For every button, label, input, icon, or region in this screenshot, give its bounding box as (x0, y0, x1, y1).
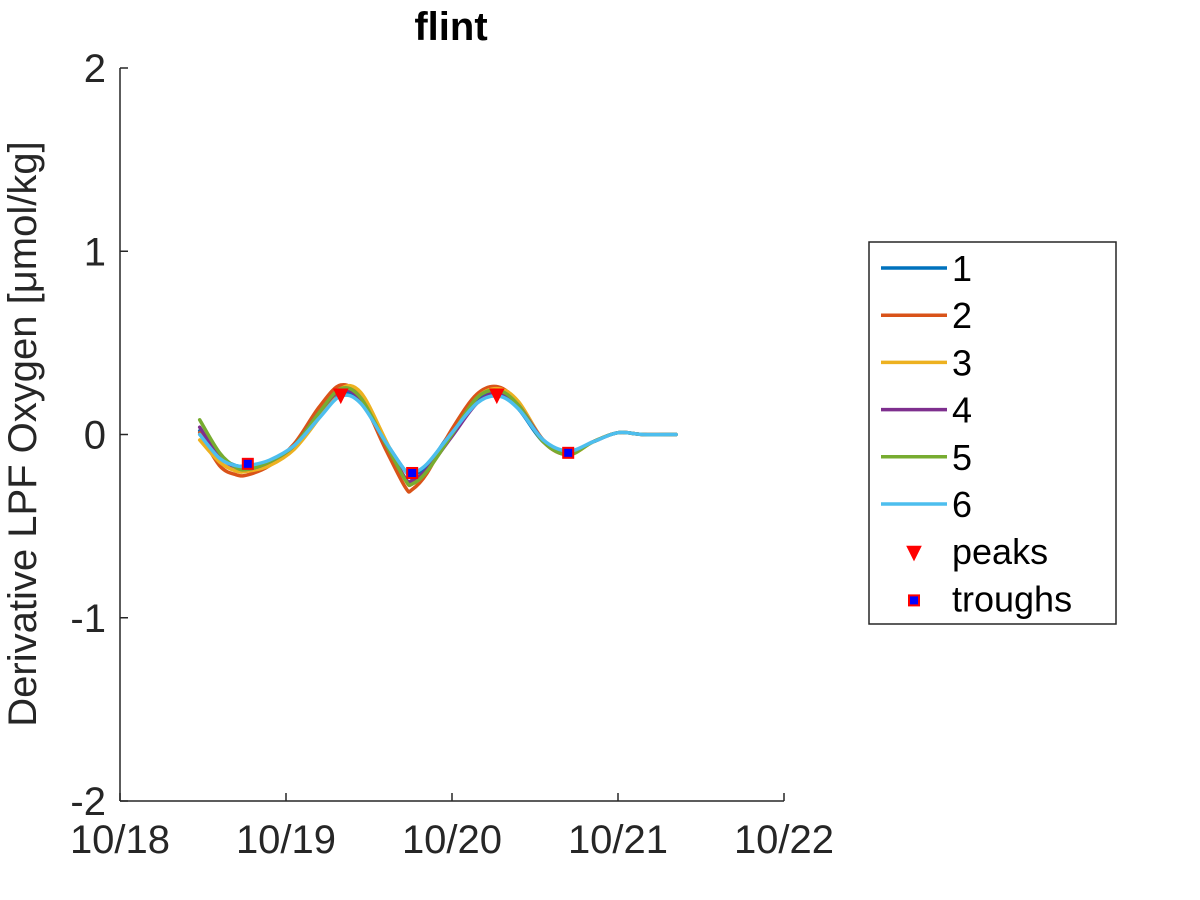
legend-label: 3 (952, 342, 972, 383)
troughs-marker (562, 446, 575, 459)
legend-label: 2 (952, 295, 972, 336)
legend-label: troughs (952, 578, 1072, 619)
y-tick-label: 1 (84, 230, 106, 274)
y-tick-label: 0 (84, 414, 106, 458)
troughs-marker (406, 466, 419, 479)
legend-label: peaks (952, 531, 1048, 572)
x-tick-label: 10/20 (402, 818, 502, 862)
x-tick-label: 10/22 (734, 818, 834, 862)
y-tick-label: 2 (84, 47, 106, 91)
legend-label: 1 (952, 248, 972, 289)
y-tick-label: -1 (70, 597, 106, 641)
peaks-marker (332, 388, 349, 405)
series-line-5 (197, 386, 678, 488)
legend-label: 6 (952, 484, 972, 525)
plot-axes: -2 -1 0 1 2 10/18 10/19 10/20 10/21 10/22 (70, 47, 834, 862)
legend-marker-peaks (906, 545, 922, 562)
chart-title: flint (414, 5, 487, 49)
x-tick-label: 10/21 (568, 818, 668, 862)
legend-marker-troughs (908, 594, 920, 607)
legend-label: 4 (952, 390, 972, 431)
legend: 1 2 3 4 5 6 peaks troughs (868, 241, 1117, 625)
troughs-marker (241, 457, 254, 470)
x-tick-label: 10/19 (236, 818, 336, 862)
x-tick-label: 10/18 (70, 818, 170, 862)
y-tick-label: -2 (70, 780, 106, 824)
marker-layer (241, 388, 575, 479)
y-axis-label: Derivative LPF Oxygen [μmol/kg] (1, 141, 45, 726)
peaks-marker (489, 388, 505, 405)
legend-box (868, 241, 1117, 625)
series-layer (197, 382, 678, 494)
legend-label: 5 (952, 437, 972, 478)
